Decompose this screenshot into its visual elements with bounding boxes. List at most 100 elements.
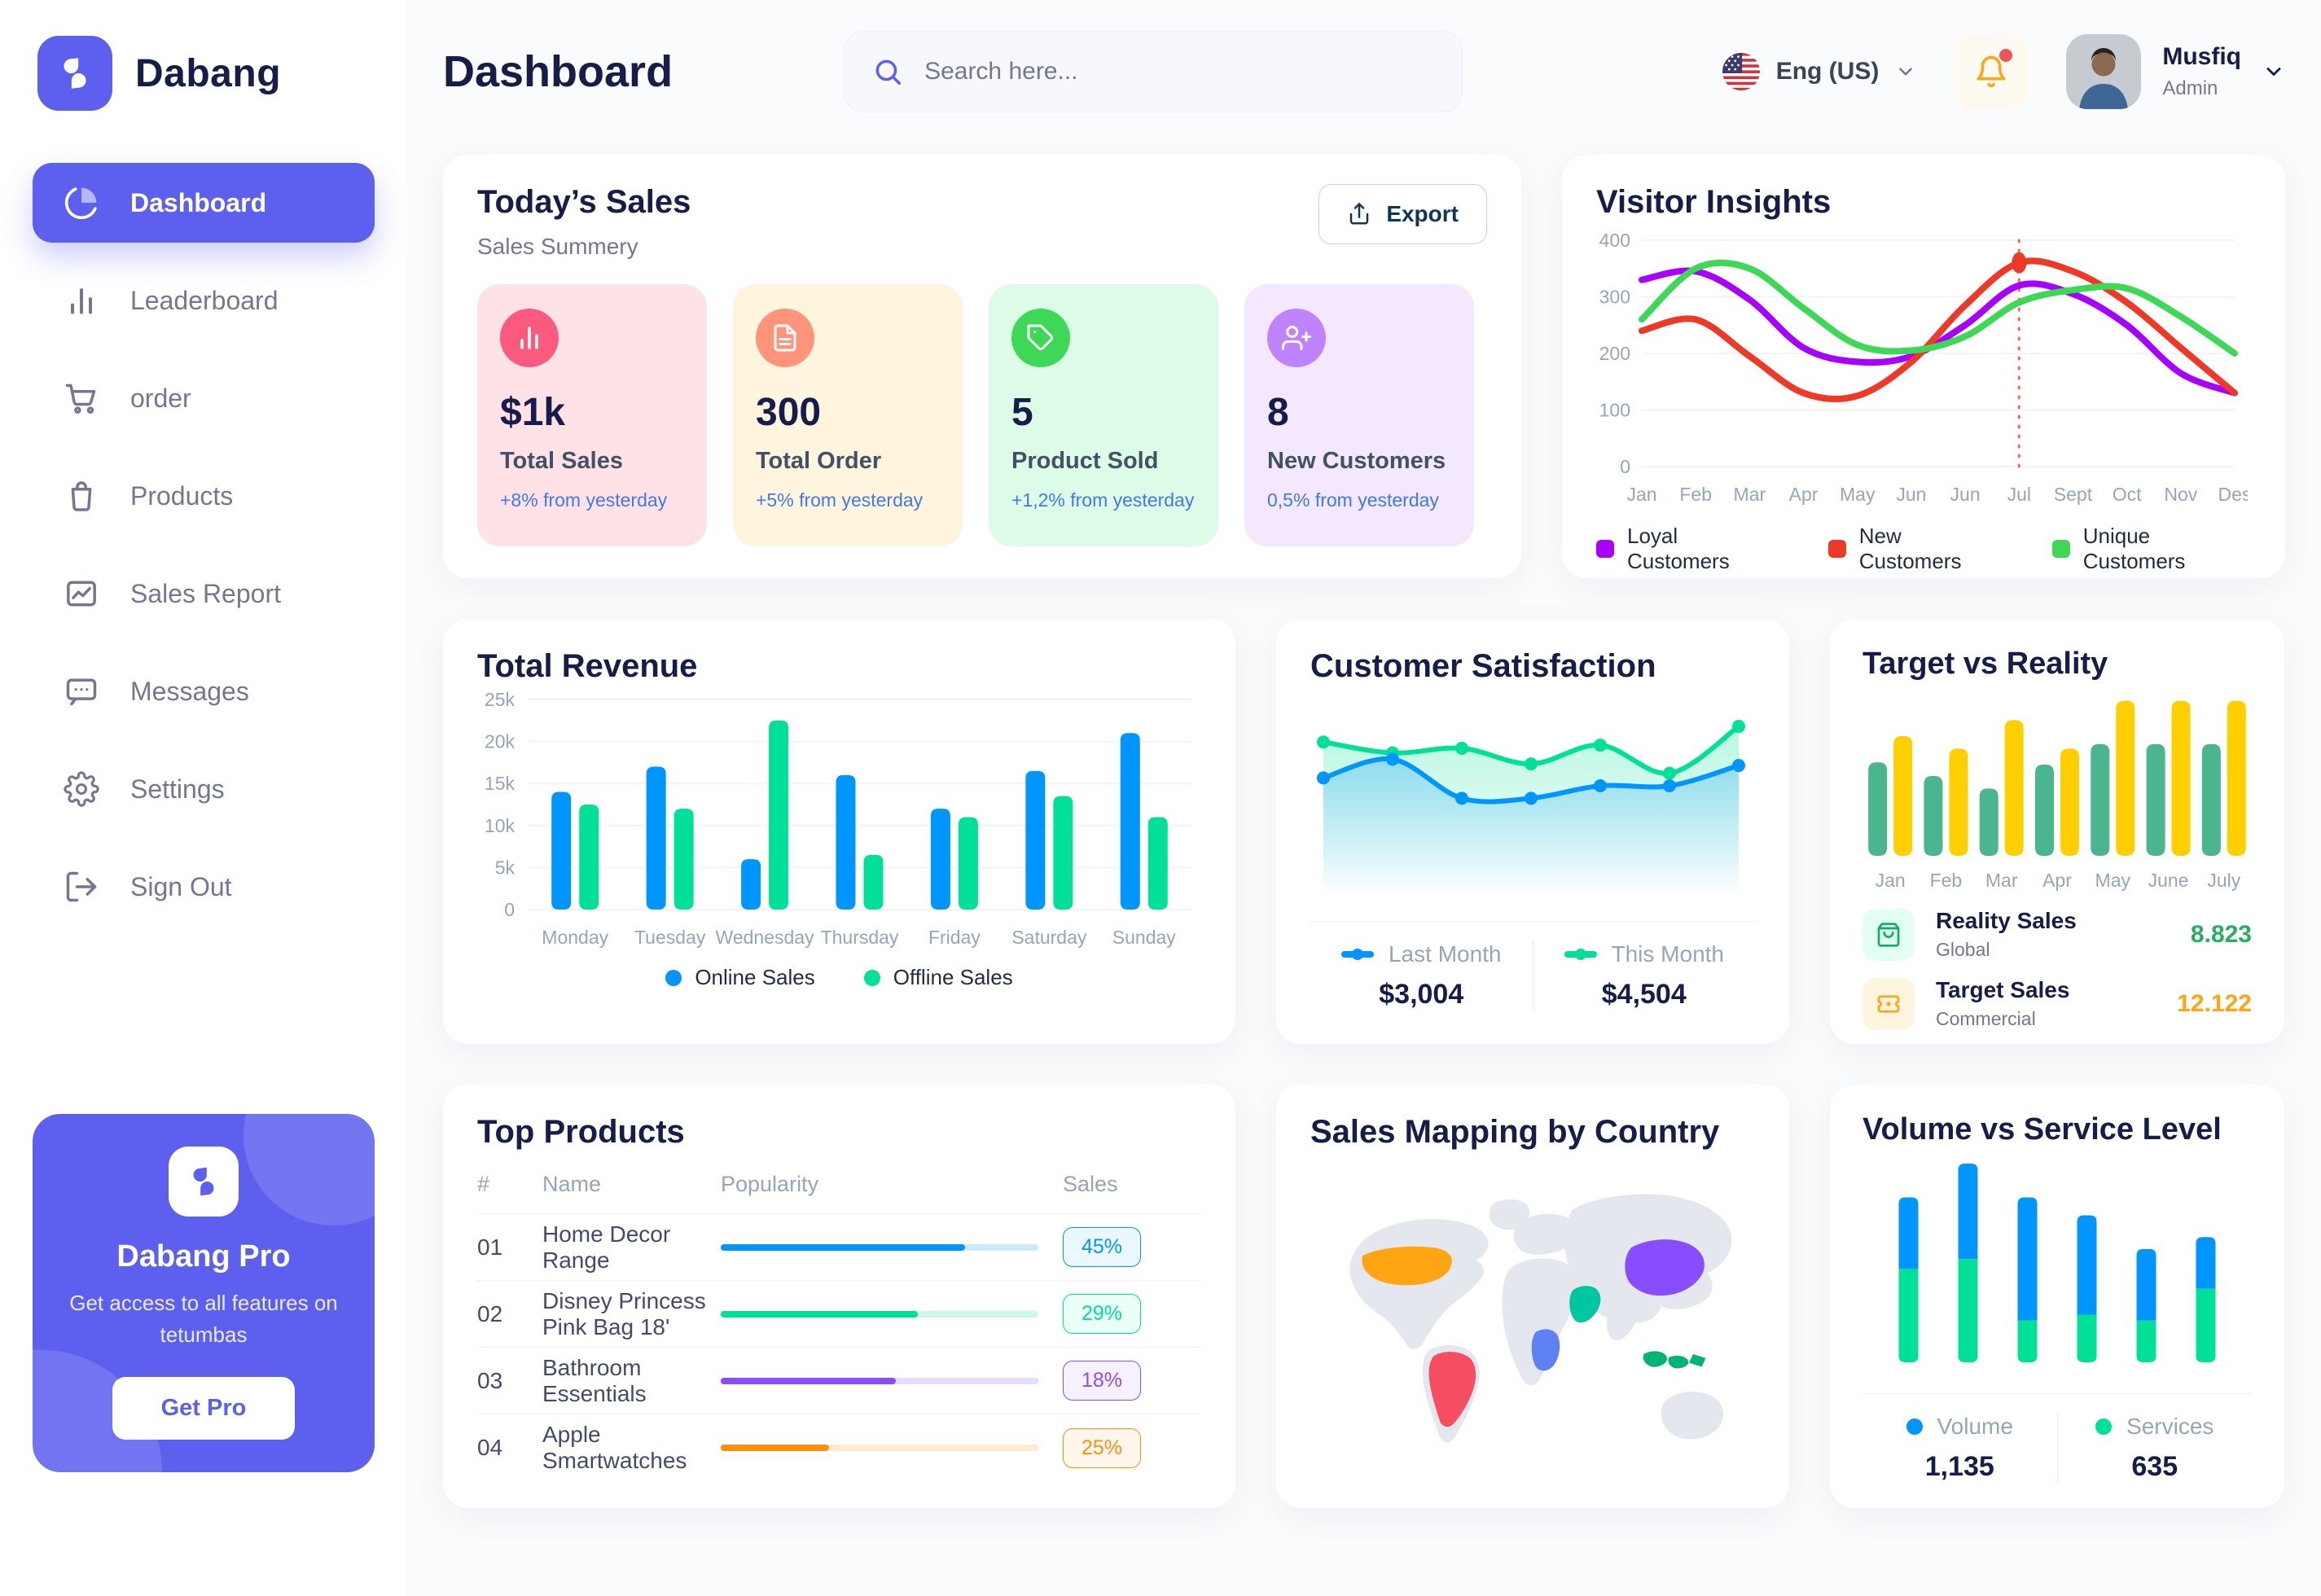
legend-label: Services	[2126, 1414, 2214, 1439]
map-country-usa[interactable]	[1362, 1246, 1452, 1286]
col-popularity: Popularity	[721, 1172, 819, 1196]
sidebar-item-label: Dashboard	[130, 187, 267, 217]
stat-value: 8	[1267, 391, 1289, 434]
language-selector[interactable]: Eng (US)	[1722, 53, 1917, 90]
export-button[interactable]: Export	[1318, 184, 1487, 244]
row-name: Apple Smartwatches	[542, 1422, 687, 1473]
svg-text:May: May	[1840, 484, 1876, 505]
bell-icon	[1977, 55, 2006, 88]
col-num: #	[477, 1172, 490, 1196]
legend-label: Offline Sales	[893, 965, 1013, 989]
sidebar-item-sign-out[interactable]: Sign Out	[33, 847, 375, 927]
legend-label: Loyal Customers	[1627, 524, 1730, 573]
popularity-bar	[721, 1377, 1038, 1384]
col-name: Name	[542, 1172, 602, 1196]
legend-value: 635	[2131, 1451, 2178, 1482]
stat-value: 5	[1011, 391, 1033, 434]
sidebar-item-settings[interactable]: Settings	[33, 749, 375, 829]
row-num: 04	[477, 1435, 503, 1460]
language-label: Eng (US)	[1775, 58, 1880, 85]
legend-label: New Customers	[1858, 524, 1962, 573]
line-chart-icon	[64, 576, 99, 612]
document-icon	[756, 309, 814, 367]
svg-text:Jun: Jun	[1950, 484, 1981, 505]
sales-badge: 45%	[1063, 1227, 1142, 1267]
sidebar-item-order[interactable]: order	[33, 358, 375, 438]
map-country-dr-congo[interactable]	[1531, 1329, 1560, 1371]
top-bar: Dashboard Eng (US)	[443, 0, 2285, 143]
user-name: Musfiq	[2162, 43, 2241, 70]
sidebar-item-products[interactable]: Products	[33, 456, 375, 536]
search-bar[interactable]	[844, 31, 1463, 112]
export-icon	[1350, 203, 1369, 225]
table-header: # Name Popularity Sales	[477, 1172, 1201, 1214]
row-num: 02	[477, 1300, 503, 1326]
svg-text:5k: 5k	[495, 857, 516, 878]
legend-value: $4,504	[1601, 979, 1687, 1010]
svg-text:0: 0	[1620, 456, 1630, 477]
map-country-indonesia[interactable]	[1643, 1351, 1706, 1369]
bag-icon	[64, 478, 99, 514]
visitor-insights-legend: Loyal Customers New Customers Unique Cus…	[1596, 524, 2251, 574]
legend-swatch	[1596, 540, 1614, 558]
message-icon	[64, 673, 99, 709]
stat-label: Total Sales	[500, 448, 623, 474]
legend-value: 12.122	[2177, 989, 2252, 1017]
user-plus-icon	[1267, 309, 1326, 367]
target-vs-reality-title: Target vs Reality	[1863, 647, 2108, 681]
total-revenue-title: Total Revenue	[477, 648, 698, 684]
user-role: Admin	[2162, 77, 2218, 99]
map-country-china[interactable]	[1625, 1239, 1705, 1296]
svg-text:20k: 20k	[485, 731, 516, 752]
svg-text:Friday: Friday	[928, 927, 981, 948]
sidebar-item-dashboard[interactable]: Dashboard	[33, 163, 375, 243]
stat-delta: +8% from yesterday	[500, 489, 668, 511]
stat-delta: 0,5% from yesterday	[1267, 489, 1439, 511]
legend-swatch	[665, 969, 682, 986]
svg-text:Mar: Mar	[1734, 484, 1766, 505]
svg-text:Apr: Apr	[1789, 484, 1819, 505]
shopping-bag-icon	[1863, 908, 1915, 961]
profile-menu[interactable]: Musfiq Admin	[2066, 34, 2285, 109]
stat-new-customers: 8 New Customers 0,5% from yesterday	[1244, 284, 1474, 546]
sidebar-item-label: Products	[130, 480, 234, 511]
get-pro-button[interactable]: Get Pro	[112, 1377, 296, 1440]
map-country-brazil[interactable]	[1428, 1352, 1476, 1427]
legend-swatch	[1340, 949, 1374, 960]
map-country-saudi-arabia[interactable]	[1569, 1286, 1601, 1323]
popularity-bar	[721, 1445, 1038, 1451]
tag-icon	[1011, 309, 1070, 367]
sidebar-item-label: Sales Report	[130, 578, 281, 608]
notifications-button[interactable]	[1954, 34, 2029, 109]
svg-text:Feb: Feb	[1679, 484, 1712, 505]
sidebar-item-label: order	[130, 383, 191, 413]
bar-chart-icon	[500, 309, 559, 367]
legend-swatch	[2051, 540, 2070, 558]
pie-chart-icon	[64, 185, 99, 221]
stat-delta: +5% from yesterday	[756, 489, 924, 511]
us-flag-icon	[1722, 53, 1760, 90]
divider	[1863, 1393, 2252, 1394]
svg-text:Oct: Oct	[2113, 484, 2142, 505]
legend-label: Reality Sales	[1936, 908, 2077, 933]
svg-text:400: 400	[1599, 230, 1630, 251]
row-num: 01	[477, 1234, 503, 1260]
gear-icon	[64, 771, 99, 807]
stat-value: $1k	[500, 391, 566, 434]
sidebar-item-leaderboard[interactable]: Leaderboard	[33, 261, 375, 340]
search-input[interactable]	[923, 57, 1435, 86]
legend-swatch	[1827, 540, 1846, 558]
svg-text:June: June	[2148, 870, 2189, 891]
stat-product-sold: 5 Product Sold +1,2% from yesterday	[989, 284, 1218, 546]
svg-text:Mar: Mar	[1985, 870, 2018, 891]
stat-label: Total Order	[756, 448, 882, 474]
row-name: Home Decor Range	[542, 1221, 671, 1273]
sidebar-item-sales-report[interactable]: Sales Report	[33, 554, 375, 634]
legend-value: 8.823	[2190, 920, 2252, 948]
stat-delta: +1,2% from yesterday	[1011, 489, 1195, 511]
sidebar-item-messages[interactable]: Messages	[33, 651, 375, 731]
cart-icon	[64, 380, 99, 416]
stat-label: New Customers	[1267, 448, 1446, 474]
sales-mapping-title: Sales Mapping by Country	[1310, 1114, 1720, 1150]
pro-title: Dabang Pro	[116, 1239, 291, 1274]
